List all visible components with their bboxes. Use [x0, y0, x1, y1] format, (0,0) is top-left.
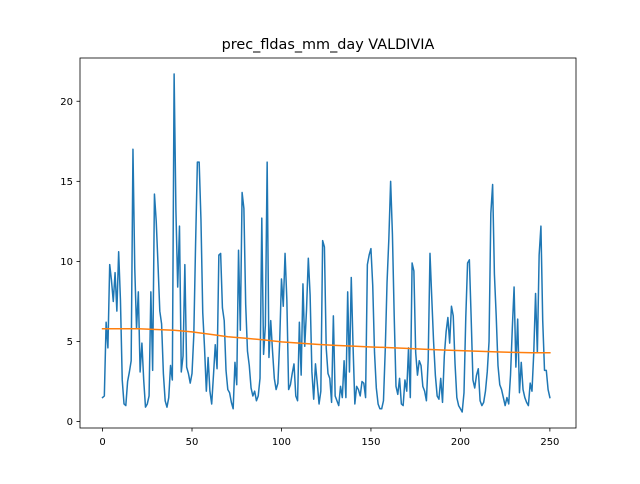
series-line-1 [101, 73, 551, 413]
y-tick-label: 20 [60, 97, 73, 108]
x-tick-label: 0 [99, 437, 105, 448]
y-tick-label: 10 [60, 257, 73, 268]
x-tick-label: 100 [272, 437, 291, 448]
y-tick-label: 0 [67, 417, 73, 428]
x-tick-label: 250 [540, 437, 559, 448]
y-tick-label: 5 [67, 337, 73, 348]
series-line-2 [101, 327, 551, 354]
y-tick-label: 15 [60, 177, 73, 188]
x-tick-label: 150 [361, 437, 380, 448]
x-tick-label: 50 [186, 437, 199, 448]
chart-title: prec_fldas_mm_day VALDIVIA [222, 37, 435, 53]
plot-frame [79, 57, 577, 429]
x-tick-label: 200 [451, 437, 470, 448]
